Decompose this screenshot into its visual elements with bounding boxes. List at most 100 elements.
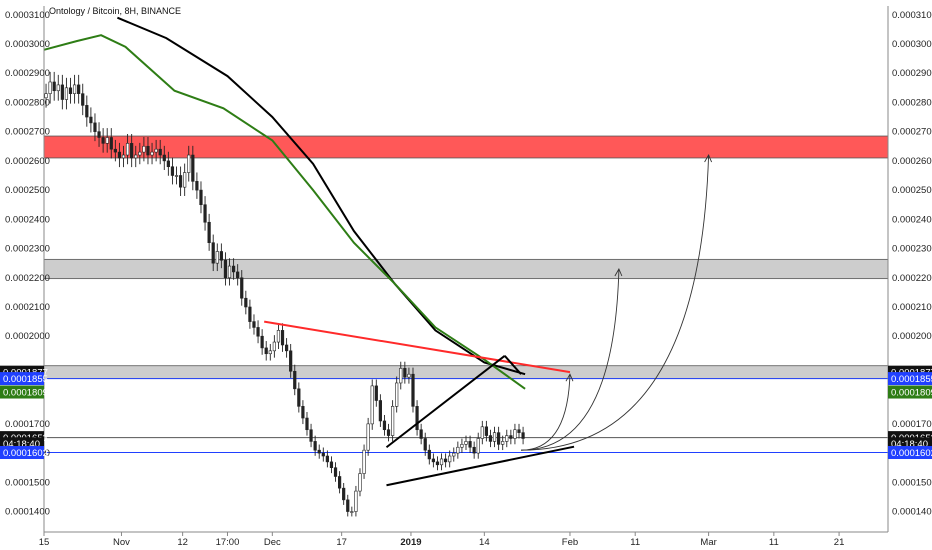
candle-body [146, 145, 150, 156]
candle [264, 341, 268, 361]
candle [309, 423, 313, 448]
candle [215, 243, 219, 272]
zone-zone-2[interactable] [43, 258, 889, 280]
candle [146, 136, 150, 165]
moving-average-layer [43, 16, 526, 390]
candle [492, 426, 497, 448]
candle-body [60, 84, 64, 100]
left-y-axis[interactable]: 0.00014000.00015000.00016000.00017000.00… [5, 10, 50, 518]
left-price-tags: 0.00018770.00018550.00018090.000165304:1… [0, 365, 48, 460]
y-tick-label-right: 0.0002200 [892, 273, 932, 284]
arrow-layer[interactable] [521, 154, 713, 451]
candle [423, 432, 427, 456]
candle [203, 196, 207, 231]
candle [346, 494, 350, 517]
candle [317, 444, 321, 459]
x-axis[interactable]: 15 Nov 12 17:00 Dec 17 2019 14 Feb 11 Mar 11 21 [39, 532, 845, 548]
trendline-1[interactable] [386, 445, 575, 487]
trendline-0[interactable] [264, 320, 571, 374]
trendline-3[interactable] [503, 355, 522, 375]
candle-body [276, 330, 281, 343]
candle-body [85, 105, 89, 118]
candle-body [231, 265, 236, 273]
candle-body [244, 297, 248, 308]
trendline-layer[interactable] [264, 320, 575, 487]
candle [488, 429, 493, 448]
y-tick-label-left: 0.0002500 [5, 185, 50, 196]
candle [325, 450, 329, 468]
candle-body [362, 449, 366, 474]
candle-body [456, 446, 460, 454]
candle [382, 414, 387, 436]
candle [231, 258, 236, 280]
candle-body [382, 420, 387, 431]
candle [464, 435, 468, 451]
candle [452, 447, 456, 462]
candle [60, 74, 64, 110]
projection-arrow-2[interactable] [521, 155, 710, 451]
candle [125, 134, 130, 165]
y-tick-label-right: 0.0002500 [892, 185, 932, 196]
price-tag-bg [888, 446, 932, 460]
x-tick-label: 21 [834, 537, 845, 548]
candle [378, 394, 382, 427]
candle-body [203, 204, 207, 223]
candle [456, 441, 460, 459]
candle-body [452, 452, 456, 457]
projection-arrow-1[interactable] [521, 268, 620, 451]
candle [256, 320, 260, 344]
candle-body [521, 432, 525, 439]
candle [252, 314, 256, 335]
candle [391, 400, 395, 442]
candle [395, 376, 399, 413]
candle-body [464, 441, 468, 445]
right-y-axis[interactable]: 0.00014000.00015000.00016000.00017000.00… [892, 10, 932, 518]
candle-body [89, 116, 93, 124]
candle [321, 447, 325, 462]
price-tag-bg [888, 372, 932, 386]
candle [268, 343, 272, 361]
candle-body [386, 429, 391, 436]
price-tag: 0.0001809 [888, 385, 932, 399]
candle-body [505, 435, 509, 442]
candle-body [252, 321, 256, 328]
candle-body [411, 373, 415, 407]
candle-body [517, 429, 521, 433]
candle [174, 166, 179, 185]
candle [236, 264, 240, 286]
candle-body [358, 473, 362, 492]
trendline-2[interactable] [385, 354, 506, 449]
candle-body [223, 259, 228, 279]
candle-body [199, 189, 203, 206]
y-tick-label-right: 0.0002600 [892, 156, 932, 167]
candle [427, 444, 431, 465]
zone-zone-1[interactable] [43, 365, 889, 379]
candle-body [130, 143, 134, 159]
y-tick-label-right: 0.0003000 [892, 39, 932, 50]
candle-body [166, 160, 170, 168]
candle [162, 145, 166, 170]
y-tick-label-right: 0.0002800 [892, 97, 932, 108]
candle [85, 95, 89, 127]
y-tick-label-right: 0.0001400 [892, 507, 932, 518]
candle [289, 343, 293, 378]
candle-body [77, 84, 81, 94]
zone-resistance[interactable] [43, 135, 889, 159]
candle-body [350, 511, 354, 513]
x-tick-label: 12 [177, 537, 188, 548]
candle [362, 444, 366, 479]
chart-title: Ontology / Bitcoin, 8H, BINANCE [49, 6, 181, 16]
candle [521, 426, 525, 445]
candle [93, 113, 97, 142]
price-tag-label: 04:18:40 [3, 439, 40, 450]
candle-body [183, 172, 187, 188]
candle [505, 429, 509, 448]
candle [113, 139, 117, 162]
candle-body [370, 385, 374, 425]
projection-arrow-0[interactable] [521, 374, 571, 451]
candle-body [325, 455, 329, 463]
candle [150, 142, 154, 165]
y-tick-label-right: 0.0002000 [892, 331, 932, 342]
candle-body [240, 277, 244, 299]
